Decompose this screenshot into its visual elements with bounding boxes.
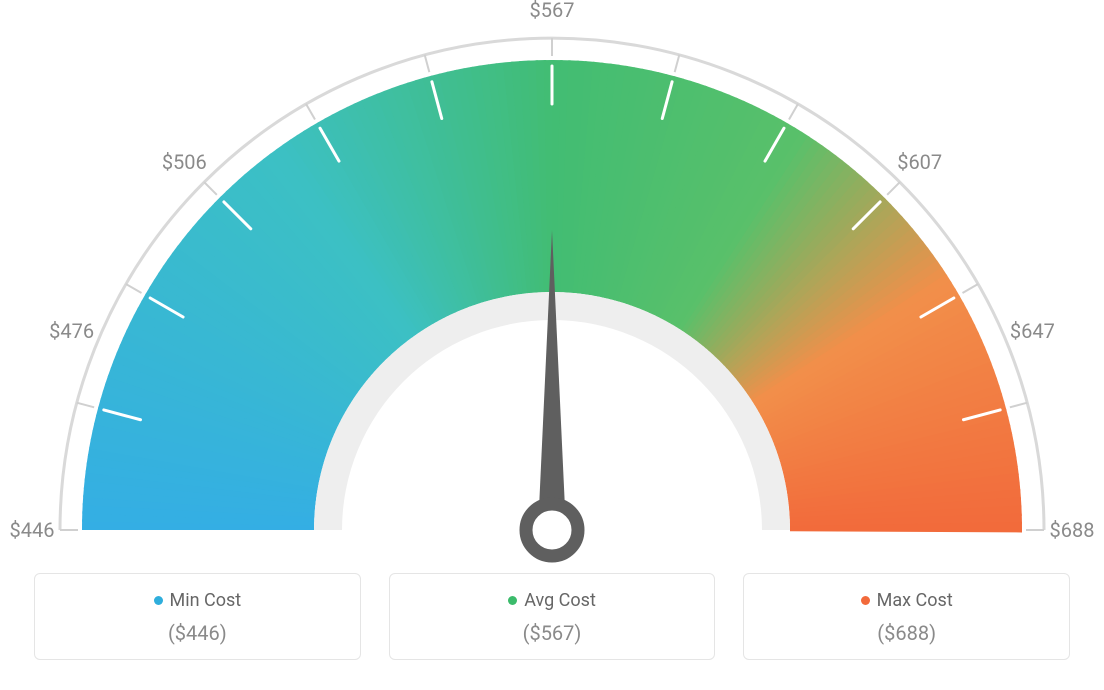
legend-title-max: Max Cost (861, 590, 953, 611)
legend-card-max: Max Cost ($688) (743, 573, 1070, 660)
legend-row: Min Cost ($446) Avg Cost ($567) Max Cost… (34, 573, 1070, 660)
gauge-tick-label: $688 (1050, 518, 1095, 542)
legend-label: Max Cost (877, 590, 953, 611)
legend-card-avg: Avg Cost ($567) (389, 573, 716, 660)
gauge-tick-label: $476 (49, 319, 94, 343)
cost-gauge: $446 $476 $506 $567 $607 $647 $688 (0, 0, 1104, 570)
legend-card-min: Min Cost ($446) (34, 573, 361, 660)
gauge-tick-label: $506 (162, 150, 207, 174)
gauge-svg (0, 0, 1104, 570)
legend-label: Avg Cost (524, 590, 596, 611)
gauge-tick-label: $607 (897, 150, 942, 174)
gauge-tick-label: $647 (1010, 319, 1055, 343)
legend-value: ($567) (400, 621, 705, 645)
legend-title-min: Min Cost (154, 590, 242, 611)
gauge-tick-label: $567 (530, 0, 575, 22)
legend-title-avg: Avg Cost (508, 590, 596, 611)
dot-icon (154, 596, 163, 605)
dot-icon (861, 596, 870, 605)
legend-value: ($688) (754, 621, 1059, 645)
legend-value: ($446) (45, 621, 350, 645)
gauge-tick-label: $446 (10, 518, 55, 542)
legend-label: Min Cost (170, 590, 242, 611)
dot-icon (508, 596, 517, 605)
